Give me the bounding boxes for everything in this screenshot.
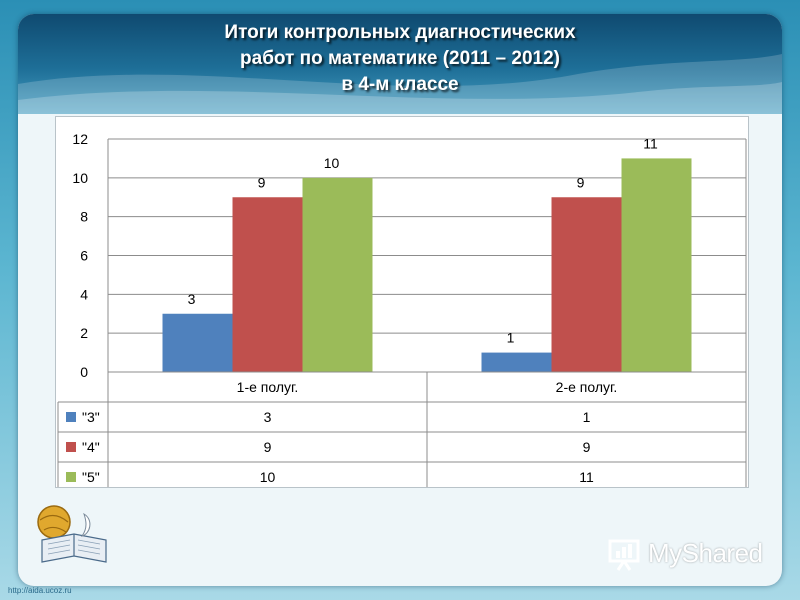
bar-value-label: 9 [258,174,266,190]
site-url: http://aida.ucoz.ru [8,586,72,595]
legend-label: "3" [82,409,100,425]
slide-title: Итоги контрольных диагностических работ … [18,20,782,98]
bar [232,197,303,372]
y-tick-label: 12 [72,131,88,147]
chart-panel: 0 2 4 6 8 10 12 3 9 10 1 9 11 1-е полуг. 2-е полуг. "3"… [55,116,749,488]
table-value: 3 [264,409,272,425]
header-band: Итоги контрольных диагностических работ … [18,14,782,114]
table-value: 9 [264,439,272,455]
bar-value-label: 3 [188,291,196,307]
bar [551,197,622,372]
legend-label: "5" [82,469,100,485]
bar [302,177,373,372]
table-value: 1 [583,409,591,425]
table-category-label: 1-е полуг. [237,379,299,395]
bar [481,352,552,372]
table-value: 11 [579,469,594,485]
legend-swatch [66,472,76,482]
bar [162,313,233,372]
title-line-3: в 4-м классе [341,74,459,95]
y-tick-label: 10 [72,170,88,186]
title-line-1: Итоги контрольных диагностических [224,22,576,43]
watermark-text: MyShared [648,538,763,568]
table-value: 9 [583,439,591,455]
legend-swatch [66,442,76,452]
y-tick-label: 4 [80,286,88,302]
bar-value-label: 9 [577,174,585,190]
bar-value-label: 10 [324,155,340,171]
bar-value-label: 11 [643,135,658,151]
bar-chart: 0 2 4 6 8 10 12 3 9 10 1 9 11 1-е полуг. 2-е полуг. "3"… [57,131,747,487]
book-globe-icon [37,505,107,563]
table-category-label: 2-е полуг. [556,379,618,395]
title-line-2: работ по математике (2011 – 2012) [240,48,560,69]
y-tick-label: 0 [80,364,88,380]
table-value: 10 [260,469,276,485]
presentation-icon [608,539,640,571]
watermark: MyShared [606,536,766,572]
bar-value-label: 1 [507,330,515,346]
y-tick-label: 2 [80,325,88,341]
bar [621,158,692,372]
y-tick-label: 6 [80,248,88,264]
y-tick-label: 8 [80,209,88,225]
legend-swatch [66,412,76,422]
legend-label: "4" [82,439,100,455]
header-wave-decoration [18,54,782,114]
